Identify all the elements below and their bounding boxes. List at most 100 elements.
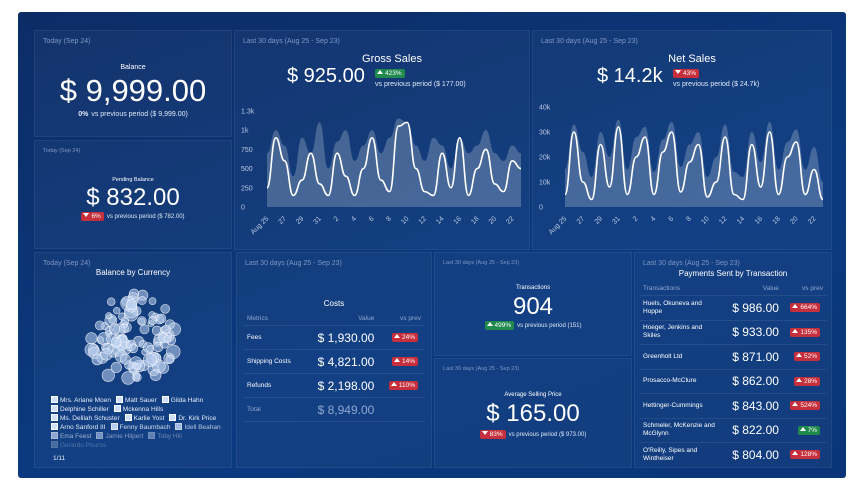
change-row: 423%	[375, 69, 408, 78]
table-row: O'Reilly, Sipes and Wintheiser $ 804.00 12…	[639, 442, 827, 467]
balance-card: Today (Sep 24) Balance $ 9,999.00 0% vs p…	[34, 30, 232, 137]
legend-entry: Karlie Yost	[125, 414, 165, 423]
card-value: $ 925.00	[287, 65, 365, 87]
pending-balance-card: Today (Sep 24) Pending Balance $ 832.00 …	[34, 140, 232, 249]
change-badge: 52%	[793, 352, 820, 362]
row-change: 28%	[782, 369, 827, 394]
bubble	[160, 303, 171, 314]
x-tick-label: 8	[685, 215, 693, 223]
bubble	[101, 368, 115, 382]
x-tick-label: 14	[736, 215, 747, 226]
change-badge: 524%	[790, 401, 820, 411]
bubble	[134, 362, 141, 370]
payments-table: Transactions Value vs prev Huels, Okuneva a…	[639, 281, 827, 467]
bubble-cluster	[84, 288, 181, 385]
bubble	[110, 361, 122, 374]
bubble	[120, 316, 130, 326]
x-tick-label: Aug 25	[548, 215, 569, 236]
table-row: Fees $ 1,930.00 24%	[243, 325, 425, 350]
period: Last 30 days (Aug 25 - Sep 23)	[541, 38, 638, 45]
row-name: Hoeger, Jenkins and Skiles	[639, 320, 724, 345]
row-name: O'Reilly, Sipes and Wintheiser	[639, 442, 724, 467]
net-sales-chart: 0 10k 20k 30k 40k Aug 25 27 29 31 2 4 6 8 10 12 14 16 18 2…	[539, 105, 824, 236]
bubble	[126, 299, 138, 311]
legend-entry: Matt Sauer	[116, 396, 157, 405]
row-name: Fees	[243, 325, 304, 350]
legend-page[interactable]: 1/11	[53, 455, 66, 462]
x-tick-label: 12	[418, 215, 429, 226]
period: Last 30 days (Aug 25 - Sep 23)	[443, 366, 520, 372]
row-name: Huels, Okuneva and Hoppe	[639, 295, 724, 321]
x-tick-label: 29	[295, 215, 306, 226]
x-tick-label: 22	[505, 215, 516, 226]
x-tick-label: 20	[789, 215, 800, 226]
row-change: 128%	[782, 442, 827, 467]
y-tick-label: 500	[241, 166, 253, 173]
x-tick-label: 27	[277, 215, 288, 226]
transactions-card: Last 30 days (Aug 25 - Sep 23) Transacti…	[434, 252, 632, 356]
period: Today (Sep 24)	[43, 148, 81, 154]
x-tick-label: 6	[368, 215, 376, 223]
period: Last 30 days (Aug 25 - Sep 23)	[643, 260, 740, 267]
legend-entry: Arno Sanford III	[51, 423, 106, 432]
line	[564, 126, 824, 201]
bubble	[148, 316, 157, 325]
comparison-text: vs previous period ($ 24.7k)	[673, 81, 760, 88]
comparison-text: vs previous period ($ 973.00)	[508, 432, 587, 439]
x-tick-label: 22	[807, 215, 818, 226]
bubble	[108, 323, 121, 335]
row-change: 7%	[782, 418, 827, 443]
bubble	[113, 307, 121, 315]
bubble	[128, 288, 140, 299]
legend-entry: Idell Beahan	[175, 423, 220, 432]
bubble	[119, 353, 131, 365]
x-tick-label: 4	[650, 215, 658, 223]
change-badge: 6%	[81, 212, 104, 221]
change-badge: 664%	[790, 303, 820, 313]
period: Today (Sep 24)	[43, 260, 91, 267]
bubble	[100, 348, 113, 361]
row-name: Hettinger-Cummings	[639, 393, 724, 419]
row-change: 14%	[378, 349, 425, 374]
x-tick-label: 8	[385, 215, 393, 223]
bubble	[163, 335, 172, 343]
total-label: Total	[243, 397, 304, 422]
change-row: 43%	[673, 69, 702, 78]
change-badge: 110%	[388, 380, 418, 390]
row-value: $ 986.00	[723, 295, 783, 321]
x-tick-label: 29	[594, 215, 605, 226]
row-value: $ 843.00	[723, 393, 783, 419]
legend-entry: Mckenna Hills	[114, 405, 163, 414]
bubble	[107, 297, 116, 306]
card-value: $ 832.00	[86, 184, 180, 211]
row-name: Schmeler, McKenzie and McGlynn	[639, 418, 724, 443]
row-change: 135%	[782, 320, 827, 345]
period: Today (Sep 24)	[43, 38, 91, 45]
legend-entry: Delphine Schiller	[51, 405, 109, 414]
x-tick-label: 16	[754, 215, 765, 226]
x-tick-label: 2	[333, 215, 341, 223]
y-tick-label: 0	[539, 205, 543, 212]
bubble	[156, 313, 167, 324]
x-tick-label: 2	[632, 215, 640, 223]
costs-table: Metrics Value vs prev Fees $ 1,930.00 24% Ship…	[243, 311, 425, 422]
bubble	[132, 372, 142, 382]
bubble	[128, 343, 139, 354]
card-title: Balance by Currency	[95, 268, 171, 277]
change-badge: 83%	[479, 430, 506, 439]
row-value: $ 804.00	[723, 442, 783, 467]
y-tick-label: 1k	[241, 128, 249, 135]
x-tick-label: 31	[611, 215, 622, 226]
legend-entry: Dr. Kirk Price	[169, 414, 216, 423]
legend-entry: Ms. Delilah Schuster	[51, 414, 120, 423]
y-tick-label: 750	[241, 147, 253, 154]
card-title: Balance	[120, 64, 146, 71]
legend-entry: Jamie Hilpert	[96, 432, 143, 441]
legend-entry: Gilda Hahn	[162, 396, 204, 405]
row-change: 664%	[782, 295, 827, 321]
x-tick-label: 6	[667, 215, 675, 223]
change-badge: 43%	[673, 69, 700, 78]
change-badge: 135%	[790, 327, 820, 337]
x-tick-label: 14	[435, 215, 446, 226]
comparison: 0% vs previous period ($ 9,999.00)	[35, 111, 231, 118]
